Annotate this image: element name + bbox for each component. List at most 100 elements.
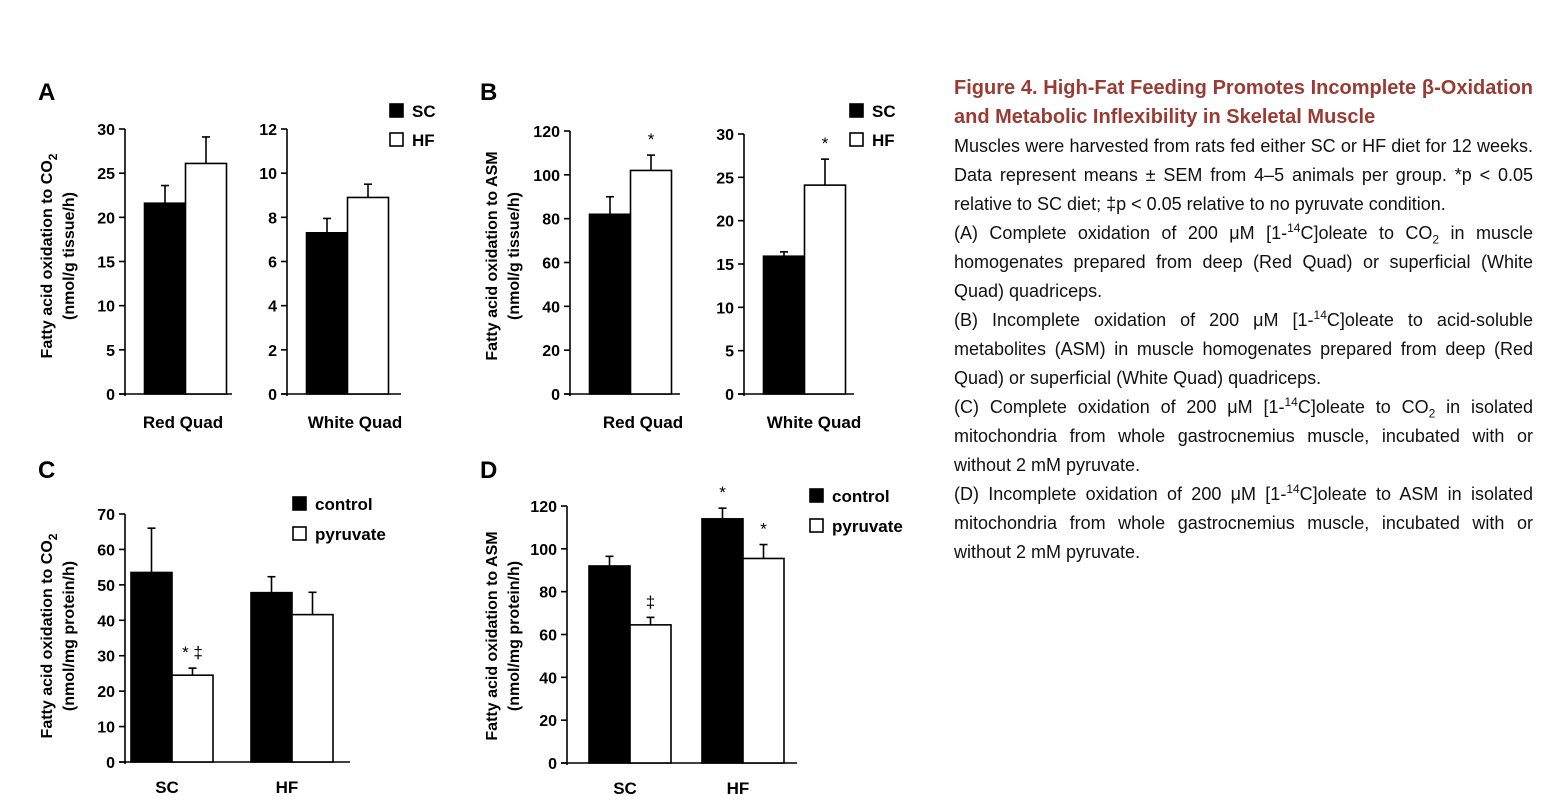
panel-a-legend-label-HF: HF: [412, 131, 435, 150]
panel-d-y-tick-label: 80: [539, 585, 557, 602]
panel-d-y-tick-label: 120: [530, 499, 557, 516]
panel-b-bar-hf: [803, 184, 847, 395]
panel-c-bar-control-sc: [130, 571, 173, 763]
panel-d-bar-control-hf: [701, 518, 744, 764]
panel-a-bar-sc: [305, 231, 349, 395]
panel-a-legend-label-SC: SC: [412, 102, 436, 121]
panel-c-bar-pyruvate-sc: [171, 674, 214, 763]
caption-title: Figure 4. High-Fat Feeding Promotes Inco…: [954, 77, 1533, 128]
panel-a-category-label: White Quad: [308, 413, 402, 432]
panel-d-legend-swatch-control: [809, 488, 824, 503]
panel-c-y-tick-label: 20: [97, 684, 115, 701]
panel-d-y-tick-label: 40: [539, 670, 557, 687]
panel-a-sub0-y-tick-label: 5: [106, 343, 115, 360]
panel-b-sub0-y-tick-label: 20: [542, 343, 560, 360]
panel-a-y-axis-label: Fatty acid oxidation to CO2(nmol/g tissu…: [39, 153, 78, 358]
panel-d-bar-control-sc: [588, 565, 631, 764]
caption-panel-a: (A) Complete oxidation of 200 μM [1-14C]…: [954, 221, 1534, 301]
panel-b-sub1-y-tick-label: 30: [716, 127, 734, 144]
panel-a-sub1-y-tick-label: 6: [268, 255, 277, 272]
panel-a-legend-swatch-SC: [389, 103, 404, 118]
panel-d-category-label: SC: [613, 779, 637, 798]
panel-c-bar-control-hf: [250, 591, 293, 763]
panel-c-legend-label-control: control: [315, 495, 373, 514]
panel-c-legend-swatch-control: [292, 496, 307, 511]
panel-b-sub1-y-tick-label: 25: [716, 170, 734, 187]
panel-d-letter: D: [480, 457, 497, 484]
panel-c-bar-pyruvate-hf: [291, 613, 334, 763]
panel-b-letter: B: [480, 79, 497, 106]
caption-panel-b: (B) Incomplete oxidation of 200 μM [1-14…: [954, 308, 1533, 388]
panel-a-sub0-y-tick-label: 20: [97, 210, 115, 227]
panel-c-y-tick-label: 60: [97, 542, 115, 559]
panel-c-y-tick-label: 10: [97, 720, 115, 737]
panel-a-bar-hf: [346, 196, 390, 395]
panel-d-y-tick-label: 100: [530, 542, 557, 559]
panel-a-sub1-y-tick-label: 8: [268, 210, 277, 227]
panel-a-legend-swatch-HF: [389, 132, 404, 147]
panel-a-sub1-y-tick-label: 2: [268, 343, 277, 360]
panel-a-sub1-y-tick-label: 0: [268, 387, 277, 404]
panel-b-significance-label: *: [822, 134, 829, 153]
panel-c-y-tick-label: 0: [106, 755, 115, 772]
panel-b-legend-label-HF: HF: [872, 131, 895, 150]
panel-c-legend-swatch-pyruvate: [292, 526, 307, 541]
panel-c-y-axis-label-line1: Fatty acid oxidation to CO2: [39, 533, 60, 738]
panel-c-y-tick-label: 30: [97, 649, 115, 666]
panel-b-significance-label: *: [648, 130, 655, 149]
panel-b-sub0-y-tick-label: 0: [551, 387, 560, 404]
panel-b-bar-sc: [762, 255, 806, 395]
caption-panel-c: (C) Complete oxidation of 200 μM [1-14C]…: [954, 395, 1534, 475]
panel-a-y-axis-label-line2: (nmol/g tissue/h): [61, 192, 78, 320]
panel-b-bar-hf: [629, 169, 673, 395]
panel-b-sub1-y-tick-label: 5: [725, 344, 734, 361]
panel-c-y-axis-label: Fatty acid oxidation to CO2(nmol/mg prot…: [39, 533, 78, 738]
panel-a-sub0-y-tick-label: 30: [97, 122, 115, 139]
panel-a-sub0-y-tick-label: 15: [97, 255, 115, 272]
panel-d-bar-pyruvate-hf: [742, 557, 785, 764]
panel-b-legend-label-SC: SC: [872, 102, 896, 121]
panel-d-y-axis-label-line2: (nmol/mg protein/h): [506, 561, 523, 711]
caption-panel-d: (D) Incomplete oxidation of 200 μM [1-14…: [954, 482, 1533, 562]
panel-b-category-label: White Quad: [767, 413, 861, 432]
panel-b-sub0-y-tick-label: 60: [542, 256, 560, 273]
panel-a-letter: A: [38, 79, 55, 106]
panel-d-legend-label-control: control: [832, 487, 890, 506]
panel-c-y-tick-label: 70: [97, 507, 115, 524]
panel-c-y-axis-label-line2: (nmol/mg protein/h): [61, 561, 78, 711]
panel-b-y-axis-label: Fatty acid oxidation to ASM (nmol/g tissu…: [484, 151, 523, 360]
panel-b-sub0-y-tick-label: 40: [542, 299, 560, 316]
panel-d-y-tick-label: 0: [548, 756, 557, 773]
panel-b-y-axis-label-line1: Fatty acid oxidation to ASM: [484, 151, 501, 360]
panel-a-y-axis-label-line1: Fatty acid oxidation to CO2: [39, 153, 60, 358]
panel-d-bar-pyruvate-sc: [629, 624, 672, 764]
caption-intro: Muscles were harvested from rats fed eit…: [954, 136, 1533, 214]
panel-c-letter: C: [38, 457, 55, 484]
panel-d-significance-label: ‡: [646, 592, 655, 611]
panel-b-sub1-y-tick-label: 0: [725, 387, 734, 404]
panel-b-y-axis-label-line2: (nmol/g tissue/h): [506, 192, 523, 320]
panel-b-sub1-y-tick-label: 15: [716, 257, 734, 274]
panel-b-sub1-y-tick-label: 20: [716, 214, 734, 231]
panel-d-significance-label: *: [719, 483, 726, 502]
panel-c-y-tick-label: 40: [97, 613, 115, 630]
panel-b-legend-swatch-SC: [849, 103, 864, 118]
panel-b-sub1-y-tick-label: 10: [716, 300, 734, 317]
panel-a-sub0-y-tick-label: 10: [97, 299, 115, 316]
panel-a-sub1-y-tick-label: 10: [259, 166, 277, 183]
panel-a-bar-sc: [143, 202, 187, 395]
panel-c-category-label: HF: [276, 778, 299, 797]
panel-a-bar-hf: [184, 162, 228, 395]
panel-d-y-axis-label-line1: Fatty acid oxidation to ASM: [484, 531, 501, 740]
panel-a-sub0-y-tick-label: 0: [106, 387, 115, 404]
panel-d-significance-label: *: [760, 520, 767, 539]
panel-a-sub1-y-tick-label: 12: [259, 122, 277, 139]
panel-b-bar-sc: [588, 213, 632, 395]
panel-c-category-label: SC: [155, 778, 179, 797]
figure-caption: Figure 4. High-Fat Feeding Promotes Inco…: [954, 74, 1533, 567]
panel-c-y-tick-label: 50: [97, 578, 115, 595]
panel-d-y-tick-label: 60: [539, 628, 557, 645]
panel-c-legend-label-pyruvate: pyruvate: [315, 525, 386, 544]
panel-d-y-axis-label: Fatty acid oxidation to ASM (nmol/mg prot…: [484, 531, 523, 740]
panel-b-category-label: Red Quad: [603, 413, 683, 432]
